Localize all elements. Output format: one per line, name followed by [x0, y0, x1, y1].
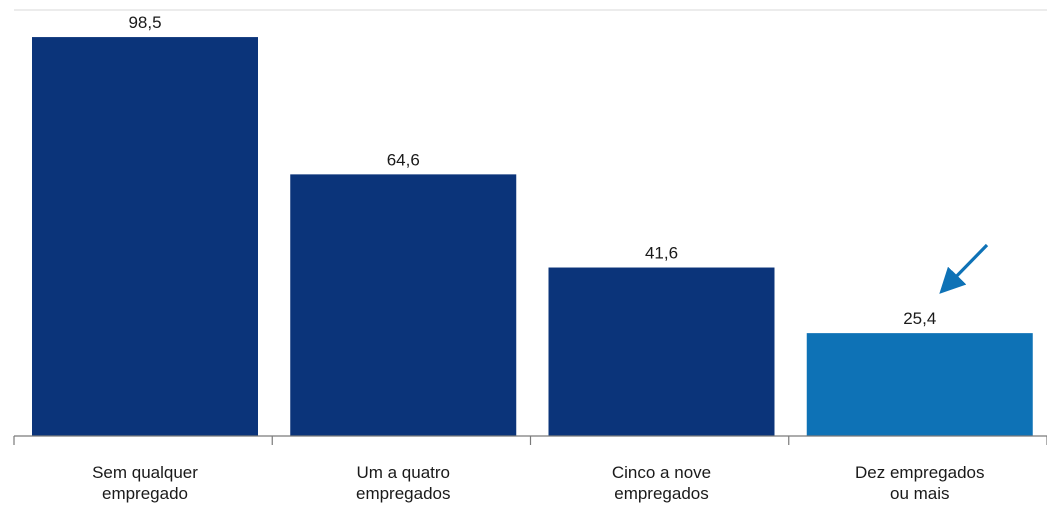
- value-labels-group: 98,5 64,6 41,6 25,4: [128, 13, 936, 328]
- category-labels-group: Sem qualquer empregado Um a quatro empregad…: [92, 463, 984, 503]
- value-label-2: 64,6: [387, 150, 420, 169]
- category-label-3-line-2: empregados: [614, 484, 709, 503]
- category-label-3-line-1: Cinco a nove: [612, 463, 711, 482]
- bar-1: [32, 37, 258, 436]
- value-label-3: 41,6: [645, 244, 678, 263]
- category-label-1-line-2: empregado: [102, 484, 188, 503]
- category-label-2-line-2: empregados: [356, 484, 451, 503]
- value-label-4: 25,4: [903, 309, 936, 328]
- annotation-arrow: [939, 243, 989, 294]
- bar-4: [806, 333, 1033, 436]
- x-axis-ticks: [13, 436, 1047, 445]
- bar-3: [548, 267, 775, 436]
- category-label-4-line-1: Dez empregados: [855, 463, 984, 482]
- category-label-1-line-1: Sem qualquer: [92, 463, 198, 482]
- bars-group: [32, 37, 1033, 436]
- arrow-icon: [939, 243, 989, 294]
- category-label-4-line-2: ou mais: [890, 484, 950, 503]
- bar-2: [290, 174, 517, 436]
- value-label-1: 98,5: [128, 13, 161, 32]
- category-label-2-line-1: Um a quatro: [356, 463, 450, 482]
